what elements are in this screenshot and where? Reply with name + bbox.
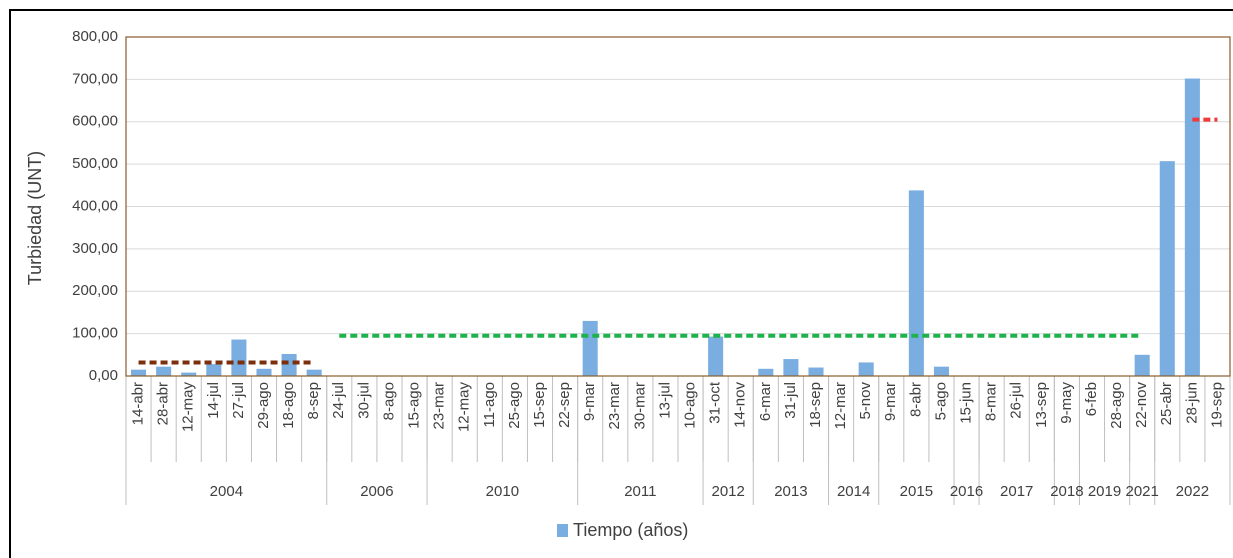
bar [708,336,724,376]
x-tick-label: 12-may [456,382,473,433]
group-label: 2021 [1125,483,1158,500]
x-tick-label: 30-jul [355,382,372,419]
x-tick-label: 13-sep [1033,382,1050,428]
x-tick-label: 11-ago [481,382,498,428]
y-tick-label: 200,00 [72,282,118,299]
x-tick-label: 24-jul [330,382,347,419]
x-tick-label: 28-abr [155,382,172,425]
legend-swatch [557,524,568,537]
x-tick-label: 26-jul [1008,382,1025,419]
bar [858,362,874,376]
x-tick-label: 14-nov [732,382,749,428]
group-label: 2015 [900,483,933,500]
x-tick-label: 12-mar [832,382,849,430]
y-tick-label: 500,00 [72,155,118,172]
bar [256,368,272,376]
x-tick-label: 8-abr [907,382,924,417]
group-label: 2014 [837,483,870,500]
x-tick-label: 10-ago [682,382,699,429]
x-tick-label: 15-jun [958,382,975,424]
x-tick-label: 9-may [1058,382,1075,424]
x-tick-label: 31-oct [707,381,724,424]
bar [758,368,774,376]
y-tick-label: 0,00 [89,367,118,384]
x-tick-label: 15-sep [531,382,548,428]
x-tick-label: 18-sep [807,382,824,428]
group-label: 2013 [774,483,807,500]
y-tick-label: 600,00 [72,113,118,130]
group-label: 2004 [210,483,243,500]
bar [281,353,297,376]
x-tick-label: 12-may [180,382,197,433]
x-tick-label: 9-mar [882,382,899,421]
bar [808,367,824,376]
x-tick-label: 31-jul [782,382,799,419]
x-tick-label: 5-ago [932,382,949,420]
group-label: 2011 [624,483,656,500]
y-tick-label: 800,00 [72,28,118,45]
x-tick-label: 29-ago [255,382,272,429]
x-tick-label: 23-mar [606,382,623,430]
bar [1134,354,1150,376]
group-label: 2018 [1050,483,1083,500]
bar [156,366,172,376]
x-tick-label: 23-mar [431,382,448,430]
x-tick-label: 18-ago [280,382,297,429]
x-tick-label: 6-feb [1083,382,1100,416]
bar [933,366,949,376]
x-tick-label: 28-ago [1108,382,1125,429]
x-tick-label: 22-nov [1133,382,1150,428]
bar [306,369,322,376]
group-label: 2022 [1176,483,1209,500]
bar [1184,78,1200,376]
x-tick-label: 8-sep [305,382,322,420]
bar [181,372,197,376]
x-tick-label: 15-ago [406,382,423,429]
frame [9,9,1233,558]
x-tick-label: 28-jun [1183,382,1200,424]
bar [908,190,924,376]
x-tick-label: 9-mar [581,382,598,421]
bar [582,320,598,376]
x-tick-label: 25-ago [506,382,523,429]
y-tick-label: 700,00 [72,70,118,87]
bar [1159,161,1175,376]
plot-border [125,36,1231,377]
x-tick-label: 14-jul [205,382,222,419]
bar [231,339,247,376]
bar [783,359,799,376]
x-tick-label: 30-mar [631,382,648,430]
x-tick-label: 22-sep [556,382,573,428]
x-tick-label: 6-mar [757,382,774,421]
bar [206,364,222,376]
x-tick-label: 25-abr [1158,382,1175,425]
x-tick-label: 13-jul [656,382,673,419]
group-label: 2010 [486,483,519,500]
x-tick-label: 27-jul [230,382,247,419]
group-label: 2017 [1000,483,1033,500]
group-label: 2012 [711,483,744,500]
group-label: 2016 [950,483,983,500]
y-axis-label: Turbiedad (UNT) [25,151,45,285]
bar [131,369,147,376]
x-tick-label: 8-mar [983,382,1000,421]
y-tick-label: 400,00 [72,197,118,214]
y-tick-label: 300,00 [72,240,118,257]
group-label: 2006 [360,483,393,500]
x-tick-label: 19-sep [1208,382,1225,428]
x-tick-label: 14-abr [130,382,147,425]
x-tick-label: 5-nov [857,382,874,420]
legend-label: Tiempo (años) [573,520,688,540]
y-tick-label: 100,00 [72,325,118,342]
group-label: 2019 [1088,483,1121,500]
x-tick-label: 8-ago [380,382,397,420]
